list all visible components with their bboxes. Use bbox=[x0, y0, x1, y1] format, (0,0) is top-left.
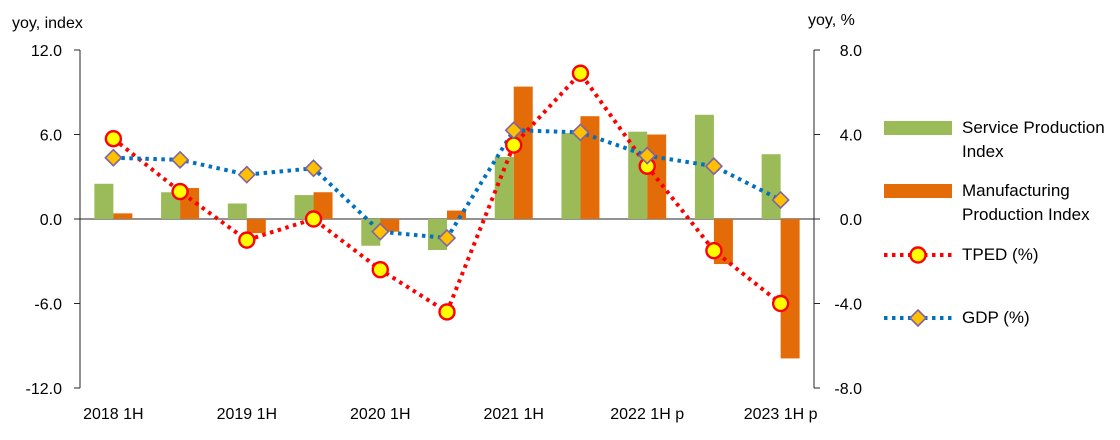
point-gdp-5 bbox=[371, 222, 390, 241]
point-tped-7 bbox=[505, 136, 523, 154]
x-axis-tick-label: 2020 1H bbox=[350, 406, 411, 423]
right-axis-tick-label: 0.0 bbox=[840, 212, 862, 229]
legend-marker-tped bbox=[909, 246, 927, 264]
point-tped-1 bbox=[104, 130, 123, 148]
right-axis-title: yoy, % bbox=[808, 12, 855, 29]
line-tped bbox=[112, 70, 782, 315]
point-gdp-3 bbox=[237, 165, 256, 184]
bar-manufacturing-production-index-11 bbox=[780, 219, 800, 359]
left-axis-tick-label: -6.0 bbox=[34, 297, 62, 314]
x-axis-tick-label: 2018 1H bbox=[83, 406, 144, 423]
bar-service-production-index-5 bbox=[361, 219, 381, 246]
legend-label-service-production-index: Service Production Index bbox=[962, 118, 1105, 161]
series-lines bbox=[112, 70, 782, 315]
bar-service-production-index-7 bbox=[494, 157, 514, 219]
right-axis-tick-label: -8.0 bbox=[834, 381, 862, 398]
left-axis-tick-label: -12.0 bbox=[26, 381, 63, 398]
bar-service-production-index-9 bbox=[628, 131, 648, 219]
x-axis-tick-label: 2019 1H bbox=[217, 406, 278, 423]
legend-label-gdp: GDP (%) bbox=[962, 308, 1030, 327]
point-tped-11 bbox=[771, 294, 790, 313]
bar-service-production-index-2 bbox=[161, 192, 181, 219]
bar-service-production-index-8 bbox=[561, 133, 581, 219]
bar-manufacturing-production-index-9 bbox=[647, 134, 667, 219]
left-axis-tick-label: 0.0 bbox=[40, 212, 62, 229]
bar-manufacturing-production-index-1 bbox=[113, 213, 133, 219]
x-axis-tick-label: 2022 1H p bbox=[610, 406, 684, 423]
point-tped-8 bbox=[571, 64, 590, 82]
legend-swatches bbox=[884, 121, 952, 328]
legend-label-manufacturing-production-index: Manufacturing Production Index bbox=[962, 181, 1090, 224]
series-markers bbox=[104, 64, 790, 321]
x-axis-tick-label: 2023 1H p bbox=[744, 406, 818, 423]
bar-manufacturing-production-index-8 bbox=[580, 116, 600, 219]
bar-service-production-index-1 bbox=[94, 183, 114, 219]
point-gdp-2 bbox=[170, 150, 190, 169]
left-axis-tick-label: 12.0 bbox=[31, 43, 62, 60]
legend-swatch-manufacturing-production-index bbox=[884, 184, 952, 198]
point-gdp-9 bbox=[638, 146, 657, 165]
bar-manufacturing-production-index-7 bbox=[513, 86, 533, 219]
point-gdp-10 bbox=[704, 157, 724, 176]
left-axis-title: yoy, index bbox=[12, 15, 83, 32]
point-tped-10 bbox=[705, 241, 723, 260]
point-gdp-7 bbox=[504, 121, 523, 140]
point-tped-2 bbox=[171, 182, 189, 201]
bar-service-production-index-3 bbox=[227, 203, 247, 219]
point-gdp-6 bbox=[437, 228, 457, 248]
right-axis-tick-label: 8.0 bbox=[840, 43, 862, 60]
x-axis-tick-label: 2021 1H bbox=[483, 406, 544, 423]
point-gdp-11 bbox=[771, 190, 790, 210]
point-gdp-1 bbox=[104, 148, 123, 167]
left-axis-tick-label: 6.0 bbox=[40, 128, 62, 145]
bar-manufacturing-production-index-3 bbox=[246, 219, 266, 234]
point-gdp-4 bbox=[304, 159, 323, 178]
legend-swatch-service-production-index bbox=[884, 121, 952, 135]
point-gdp-8 bbox=[571, 123, 590, 142]
bar-service-production-index-11 bbox=[761, 154, 781, 219]
point-tped-4 bbox=[304, 210, 323, 228]
right-axis-tick-label: 4.0 bbox=[840, 128, 862, 145]
legend-label-tped: TPED (%) bbox=[962, 245, 1039, 264]
legend-marker-gdp bbox=[908, 308, 928, 328]
point-tped-5 bbox=[371, 261, 389, 279]
axes: yoy, index yoy, % 12.0 6.0 0.0 -6.0 -12.0 8.0… bbox=[12, 12, 862, 423]
bar-service-production-index-10 bbox=[694, 114, 714, 219]
bar-manufacturing-production-index-6 bbox=[447, 210, 466, 219]
right-axis-tick-label: -4.0 bbox=[834, 297, 862, 314]
point-tped-3 bbox=[238, 231, 256, 249]
point-tped-6 bbox=[438, 303, 456, 321]
